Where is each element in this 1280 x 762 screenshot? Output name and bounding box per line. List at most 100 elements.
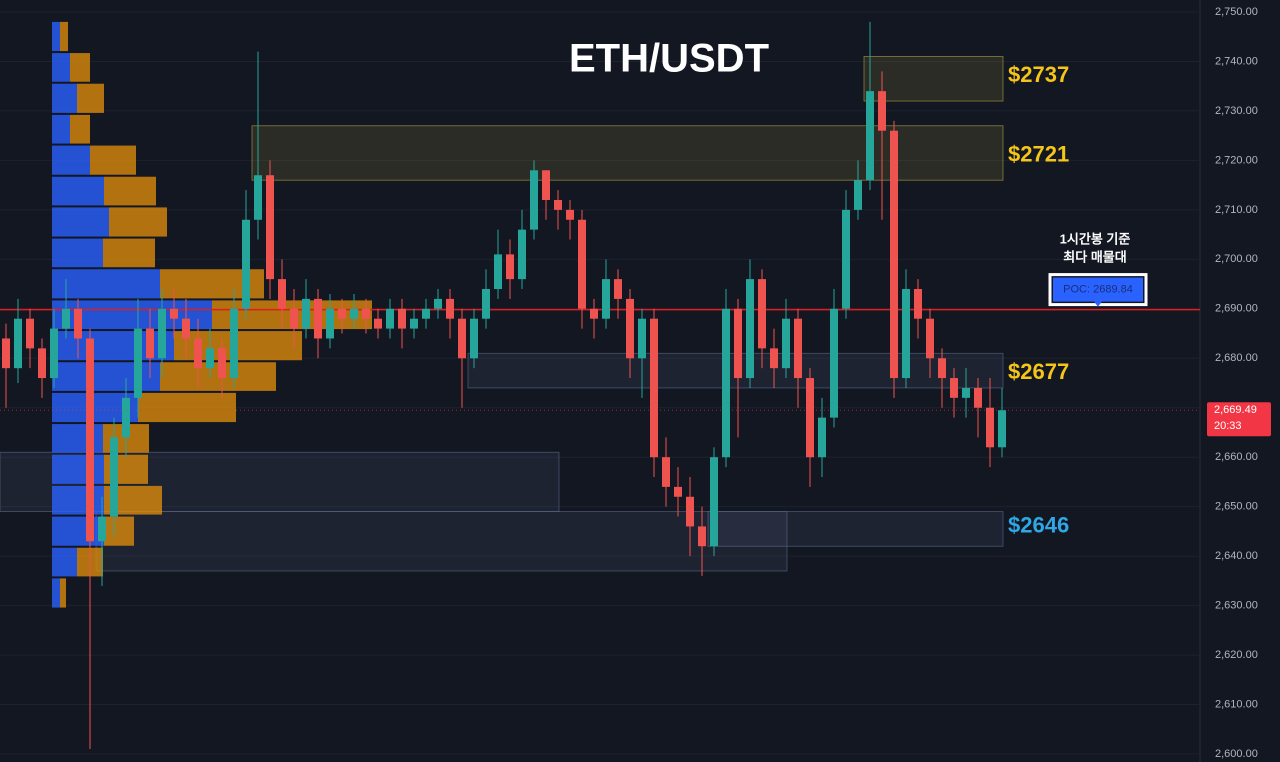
candle-body — [818, 417, 826, 458]
y-tick-label: 2,630.00 — [1215, 600, 1258, 612]
profile-buy — [52, 83, 77, 113]
level-label: $2646 — [1008, 512, 1069, 537]
y-tick-label: 2,700.00 — [1215, 253, 1258, 265]
candle-body — [842, 209, 850, 309]
candle-body — [98, 516, 106, 542]
candle-body — [686, 496, 694, 527]
candle-body — [506, 254, 514, 280]
candle-body — [170, 308, 178, 319]
y-tick-label: 2,610.00 — [1215, 698, 1258, 710]
candle-body — [398, 308, 406, 329]
level-label: $2737 — [1008, 62, 1069, 87]
candle-body — [578, 219, 586, 309]
y-tick-label: 2,660.00 — [1215, 451, 1258, 463]
candle-body — [2, 338, 10, 369]
candle-body — [314, 298, 322, 339]
candle-body — [410, 318, 418, 329]
candle-body — [518, 229, 526, 280]
candle-body — [962, 387, 970, 398]
candle-body — [26, 318, 34, 349]
candle-body — [926, 318, 934, 359]
candle-body — [182, 318, 190, 339]
candle-body — [470, 318, 478, 359]
y-tick-label: 2,720.00 — [1215, 154, 1258, 166]
candle-body — [998, 410, 1006, 448]
candle-body — [542, 170, 550, 200]
profile-sell — [70, 53, 90, 82]
profile-sell — [70, 114, 90, 144]
candle-body — [242, 219, 250, 309]
y-tick-label: 2,680.00 — [1215, 352, 1258, 364]
candle-body — [626, 298, 634, 359]
zone — [95, 511, 788, 572]
profile-buy — [52, 516, 104, 546]
profile-sell — [104, 176, 156, 206]
candle-body — [782, 318, 790, 369]
annotation: 1시간봉 기준 — [1060, 231, 1131, 246]
profile-sell — [90, 145, 136, 175]
candle-body — [734, 308, 742, 379]
candle-body — [530, 170, 538, 230]
candle-body — [290, 308, 298, 329]
candle-body — [230, 308, 238, 379]
profile-buy — [52, 269, 160, 299]
profile-buy — [52, 331, 174, 361]
profile-buy — [52, 362, 160, 391]
candle-body — [938, 358, 946, 379]
y-tick-label: 2,710.00 — [1215, 204, 1258, 216]
profile-sell — [60, 21, 68, 52]
candle-body — [458, 318, 466, 359]
level-label: $2677 — [1008, 359, 1069, 384]
zone — [707, 511, 1004, 547]
candle-body — [986, 407, 994, 448]
candle-body — [50, 328, 58, 379]
profile-buy — [52, 547, 77, 577]
candle-body — [662, 457, 670, 487]
candle-body — [254, 175, 262, 220]
profile-sell — [138, 392, 236, 423]
candle-body — [158, 308, 166, 359]
candle-body — [950, 378, 958, 398]
profile-buy — [52, 238, 103, 268]
candle-body — [434, 298, 442, 309]
candle-body — [638, 318, 646, 359]
profile-buy — [52, 145, 90, 175]
candle-body — [86, 338, 94, 542]
candle-body — [854, 180, 862, 210]
candle-body — [122, 397, 130, 438]
profile-buy — [52, 176, 104, 206]
candle-body — [614, 279, 622, 299]
y-tick-label: 2,620.00 — [1215, 649, 1258, 661]
candle-body — [710, 457, 718, 547]
candle-body — [890, 130, 898, 379]
zone — [251, 125, 1004, 181]
candle-body — [482, 289, 490, 319]
candle-body — [14, 318, 22, 369]
candle-body — [266, 175, 274, 280]
y-tick-label: 2,690.00 — [1215, 303, 1258, 315]
annotation: 최다 매물대 — [1063, 249, 1126, 264]
y-tick-label: 2,600.00 — [1215, 748, 1258, 760]
candle-body — [278, 279, 286, 309]
y-tick-label: 2,730.00 — [1215, 105, 1258, 117]
candle-body — [866, 91, 874, 181]
profile-buy — [52, 207, 109, 237]
candle-body — [554, 199, 562, 210]
countdown-label: 20:33 — [1214, 420, 1242, 432]
candle-body — [830, 308, 838, 418]
candle-body — [494, 254, 502, 290]
candle-body — [350, 308, 358, 319]
profile-buy — [52, 53, 70, 82]
y-tick-label: 2,750.00 — [1215, 6, 1258, 18]
poc-pointer — [1094, 301, 1102, 307]
profile-buy — [52, 424, 103, 453]
candle-body — [194, 338, 202, 369]
candle-body — [422, 308, 430, 319]
candle-body — [302, 298, 310, 329]
profile-sell — [60, 578, 66, 608]
profile-sell — [103, 238, 155, 268]
candle-body — [806, 378, 814, 458]
candle-body — [590, 308, 598, 319]
candle-body — [338, 308, 346, 319]
